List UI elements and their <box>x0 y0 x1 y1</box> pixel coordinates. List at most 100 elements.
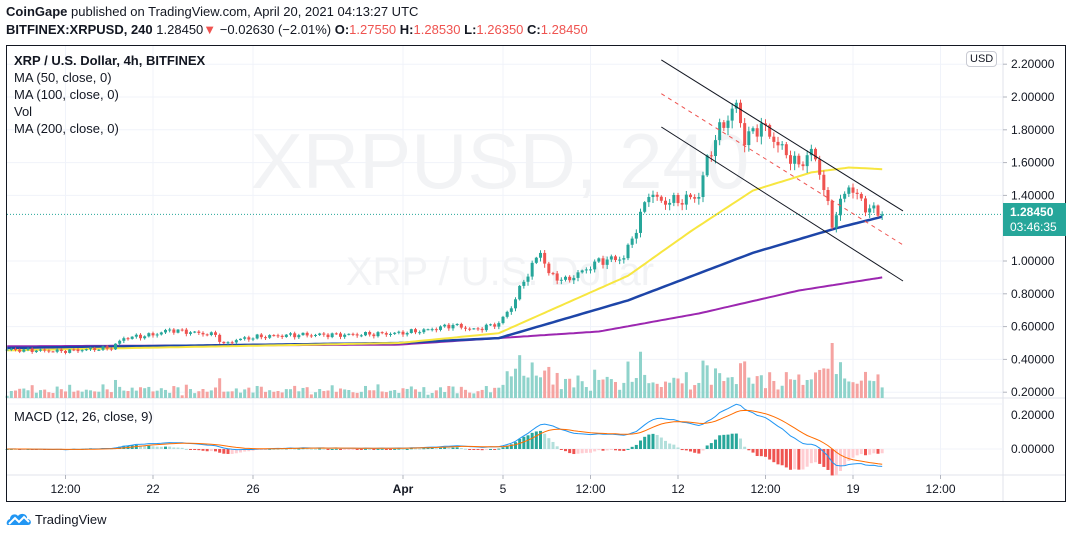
volume-bar <box>834 374 838 398</box>
candle-body <box>276 335 280 337</box>
volume-bar <box>422 387 426 398</box>
macd-histogram-bar <box>489 448 492 450</box>
macd-histogram-bar <box>455 447 459 449</box>
macd-histogram-bar <box>626 448 630 450</box>
candle-body <box>355 334 359 336</box>
volume-bar <box>564 378 567 398</box>
descending-channel[interactable] <box>661 59 904 282</box>
macd-histogram-bar <box>859 449 863 455</box>
candle-body <box>330 333 334 338</box>
macd-histogram-bar <box>784 449 788 468</box>
volume-bar <box>372 390 376 398</box>
macd-histogram-bar <box>797 449 801 470</box>
volume-bar <box>172 386 176 398</box>
legend-title[interactable]: XRP / U.S. Dollar, 4h, BITFINEX <box>14 53 206 68</box>
candle-body <box>151 333 155 336</box>
volume-bar <box>534 375 538 398</box>
candle-body <box>651 194 655 197</box>
macd-histogram-bar <box>172 447 176 449</box>
candle-body <box>555 273 559 281</box>
macd-histogram-bar <box>839 449 842 471</box>
volume-bar <box>105 389 109 398</box>
candle-body <box>180 329 184 331</box>
candle-body <box>576 272 580 278</box>
legend-ma100[interactable]: MA (100, close, 0) <box>14 87 119 102</box>
macd-histogram-bar <box>501 447 505 449</box>
macd-histogram-bar <box>559 449 563 450</box>
candle-body <box>484 324 488 331</box>
candle-body <box>768 125 772 137</box>
volume-bar <box>430 392 434 398</box>
candle-body <box>497 323 501 327</box>
candle-body <box>105 346 109 349</box>
low-value: 1.26350 <box>476 22 524 37</box>
macd-histogram-bar <box>226 449 230 454</box>
volume-bar <box>230 391 234 398</box>
publisher-name[interactable]: CoinGape <box>6 4 68 19</box>
candle-body <box>776 141 780 146</box>
macd-histogram-bar <box>609 449 613 450</box>
volume-bar <box>176 387 180 398</box>
time-tick-label: 22 <box>146 482 160 496</box>
volume-bar <box>151 391 155 398</box>
macd-histogram-bar <box>689 449 692 452</box>
volume-bar <box>789 379 792 398</box>
legend-vol[interactable]: Vol <box>14 104 33 119</box>
close-value: 1.28450 <box>540 22 588 37</box>
candle-body <box>34 350 38 352</box>
macd-histogram-bar <box>576 449 580 454</box>
candle-body <box>476 328 480 330</box>
candle-body <box>89 348 92 350</box>
candle-body <box>139 334 142 339</box>
candle-body <box>380 332 384 334</box>
macd-histogram-bar <box>634 444 638 449</box>
volume-bar <box>839 362 842 398</box>
macd-histogram-bar <box>297 448 301 450</box>
macd-histogram-bar <box>205 449 209 452</box>
macd-histogram-bar <box>834 449 838 476</box>
volume-bar <box>147 386 151 398</box>
macd-histogram-bar <box>684 449 688 451</box>
macd-histogram-bar <box>122 445 126 449</box>
candle-body <box>822 174 826 191</box>
volume-bar <box>680 383 684 398</box>
volume-bars <box>5 343 884 398</box>
candle-body <box>505 311 509 317</box>
volume-bar <box>489 392 492 398</box>
candle-body <box>605 259 609 265</box>
candle-body <box>268 335 272 338</box>
symbol: BITFINEX:XRPUSD, 240 <box>6 22 153 37</box>
candle-body <box>451 325 455 329</box>
candle-body <box>751 128 755 132</box>
macd-histogram-bar <box>722 434 726 449</box>
macd-histogram-bar <box>530 432 534 449</box>
volume-bar <box>451 386 455 398</box>
candle-body <box>547 263 551 274</box>
candle-body <box>739 102 742 124</box>
volume-bar <box>672 377 676 398</box>
candle-body <box>84 349 88 351</box>
macd-histogram-bar <box>789 449 792 470</box>
legend-ma200[interactable]: MA (200, close, 0) <box>14 121 119 136</box>
candle-body <box>797 155 801 165</box>
volume-bar <box>772 380 776 398</box>
volume-bar <box>122 390 126 398</box>
time-tick-label: 12:00 <box>925 482 955 496</box>
macd-histogram-bar <box>551 441 555 449</box>
candle-body <box>51 351 55 353</box>
volume-bar <box>197 391 201 398</box>
volume-bar <box>130 387 134 398</box>
macd-histogram-bar <box>459 448 463 450</box>
volume-bar <box>501 384 505 398</box>
volume-bar <box>689 389 692 398</box>
legend-macd[interactable]: MACD (12, 26, close, 9) <box>14 409 153 424</box>
tradingview-logo[interactable]: TradingView <box>6 511 107 527</box>
volume-bar <box>68 384 72 398</box>
legend-ma50[interactable]: MA (50, close, 0) <box>14 70 112 85</box>
open-value: 1.27550 <box>349 22 397 37</box>
volume-bar <box>568 378 572 398</box>
volume-bar <box>697 382 701 398</box>
macd-histogram-bar <box>759 449 763 457</box>
currency-badge[interactable]: USD <box>966 51 998 67</box>
